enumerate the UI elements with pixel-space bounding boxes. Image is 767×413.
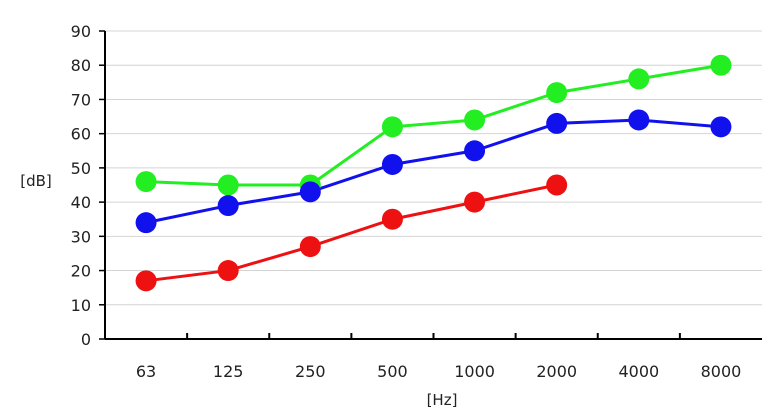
data-point-series-2 — [299, 236, 321, 258]
data-point-series-1 — [628, 109, 650, 131]
y-tick-label: 10 — [71, 296, 91, 315]
data-point-series-1 — [546, 112, 568, 134]
y-tick-label: 30 — [71, 227, 91, 246]
data-point-series-2 — [135, 270, 157, 292]
data-point-series-2 — [464, 191, 486, 213]
y-axis-label: [dB] — [20, 172, 52, 190]
data-point-series-0 — [381, 116, 403, 138]
x-tick-label: 4000 — [618, 362, 659, 381]
x-tick-label: 63 — [136, 362, 156, 381]
data-point-series-2 — [546, 174, 568, 196]
data-point-series-0 — [710, 54, 732, 76]
data-point-series-1 — [464, 140, 486, 162]
data-point-series-1 — [299, 181, 321, 203]
x-tick-label: 500 — [377, 362, 408, 381]
axes: 0 10 20 30 40 50 60 70 80 90 63 125 250 500 1000 2000 40… — [71, 22, 762, 381]
series-group — [135, 54, 732, 292]
data-point-series-0 — [464, 109, 486, 131]
data-point-series-2 — [217, 260, 239, 282]
y-tick-label: 50 — [71, 159, 91, 178]
y-tick-label: 80 — [71, 56, 91, 75]
data-point-series-1 — [135, 212, 157, 234]
data-point-series-0 — [546, 82, 568, 104]
y-tick-label: 60 — [71, 125, 91, 144]
data-point-series-0 — [628, 68, 650, 90]
x-tick-label: 1000 — [454, 362, 495, 381]
series-line-2 — [145, 183, 557, 283]
data-point-series-0 — [135, 171, 157, 193]
grid — [105, 30, 762, 306]
data-point-series-2 — [381, 208, 403, 230]
data-point-series-1 — [217, 195, 239, 217]
y-tick-label: 40 — [71, 193, 91, 212]
data-point-series-1 — [381, 153, 403, 175]
y-tick-label: 90 — [71, 22, 91, 41]
series-line-0 — [146, 63, 722, 187]
y-tick-label: 20 — [71, 262, 91, 281]
data-point-series-0 — [217, 174, 239, 196]
x-tick-label: 8000 — [701, 362, 742, 381]
x-axis-label: [Hz] — [427, 391, 458, 409]
y-tick-label: 0 — [81, 330, 91, 349]
data-point-series-1 — [710, 116, 732, 138]
x-tick-label: 250 — [295, 362, 326, 381]
x-tick-label: 125 — [213, 362, 244, 381]
series-line-1 — [145, 118, 722, 225]
y-tick-label: 70 — [71, 90, 91, 109]
x-tick-label: 2000 — [536, 362, 577, 381]
